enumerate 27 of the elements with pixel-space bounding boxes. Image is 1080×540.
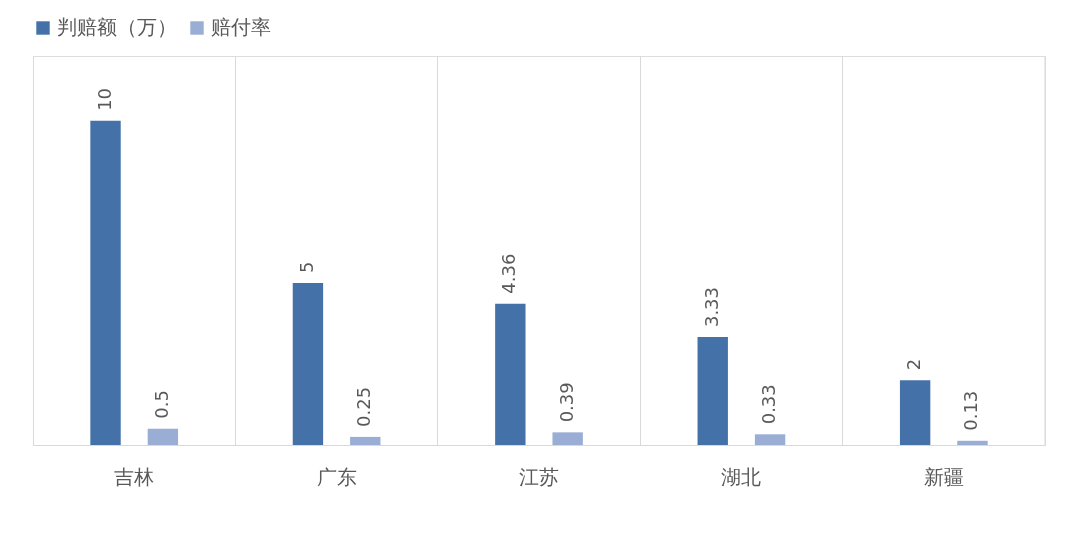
bar xyxy=(754,434,786,445)
data-label: 10 xyxy=(93,87,115,111)
bar xyxy=(495,303,526,445)
x-tick-label: 广东 xyxy=(316,464,357,489)
data-label: 5 xyxy=(295,261,317,273)
legend-label: 赔付率 xyxy=(211,15,271,39)
data-label: 0.39 xyxy=(555,382,577,423)
bar xyxy=(147,428,179,445)
data-label: 0.25 xyxy=(353,386,375,427)
bar xyxy=(957,440,988,445)
data-label: 2 xyxy=(903,358,925,371)
bar xyxy=(292,282,324,445)
data-label: 0.33 xyxy=(758,384,780,425)
data-label: 3.33 xyxy=(700,286,722,328)
x-tick-label: 吉林 xyxy=(114,464,155,489)
bar xyxy=(552,432,583,445)
legend-label: 判赔额（万） xyxy=(57,15,177,39)
x-tick-label: 湖北 xyxy=(721,464,762,489)
bar xyxy=(899,380,931,445)
x-tick-label: 新疆 xyxy=(923,464,964,489)
data-label: 4.36 xyxy=(498,253,520,294)
bar xyxy=(90,120,121,445)
data-label: 0.13 xyxy=(960,390,982,431)
bar xyxy=(697,337,728,445)
x-tick-label: 江苏 xyxy=(519,464,559,489)
bar xyxy=(350,436,381,445)
data-label: 0.5 xyxy=(150,390,172,419)
